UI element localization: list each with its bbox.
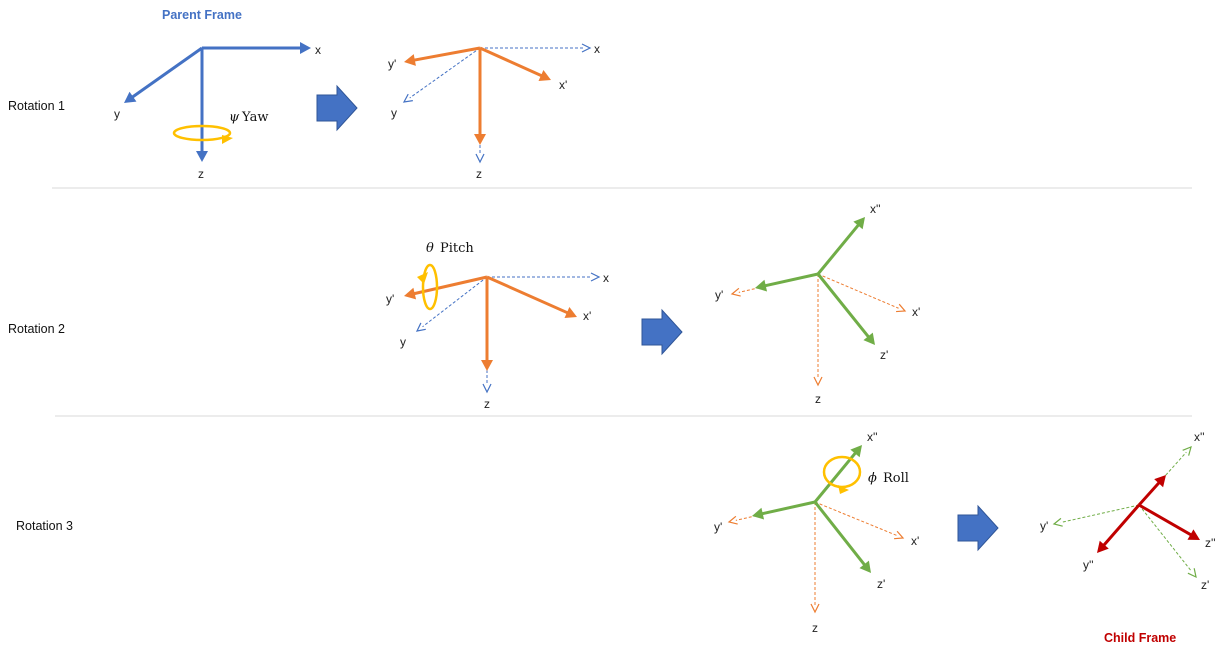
y1-axis-arrow	[755, 272, 819, 292]
axis-label-z: z	[815, 392, 821, 406]
pitch-symbol: θ	[426, 241, 434, 256]
axis-label-x2: x''	[1194, 430, 1205, 444]
y1-axis-arrow	[404, 275, 488, 300]
axis-label-y1: y'	[714, 520, 722, 534]
roll-rotation-arrowhead-icon	[838, 485, 849, 494]
x1-axis-arrow	[479, 46, 551, 81]
rotation-3-label: Rotation 3	[16, 519, 73, 533]
z-axis-arrow	[810, 502, 820, 614]
axis-label-x2: x''	[870, 202, 881, 216]
child-frame-label: Child Frame	[1104, 631, 1176, 645]
axis-label-y: y	[400, 335, 406, 349]
z1-axis-arrow	[481, 277, 493, 371]
transition-arrow-icon	[316, 84, 358, 132]
y1-axis-arrow	[752, 500, 816, 520]
rotation-markers-layer	[172, 84, 999, 552]
axis-label-x1: x'	[583, 309, 591, 323]
axis-label-z: z	[198, 167, 204, 181]
yaw-rotation-arrowhead-icon	[222, 135, 233, 144]
axis-label-x1: x'	[912, 305, 920, 319]
axis-label-x: x	[603, 271, 609, 285]
z-axis-arrow	[813, 274, 823, 387]
axis-label-x: x	[315, 43, 321, 57]
rotation-2-label: Rotation 2	[8, 322, 65, 336]
roll-label: Roll	[883, 471, 909, 486]
axis-label-z: z	[812, 621, 818, 635]
x1-axis-arrow	[817, 273, 907, 313]
yaw-label: Yaw	[241, 110, 268, 125]
x1-axis-arrow	[486, 275, 577, 319]
axis-label-y1: y'	[388, 57, 396, 71]
axis-label-x1: x'	[559, 78, 567, 92]
z1-axis-arrow	[813, 501, 871, 573]
axis-label-z: z	[484, 397, 490, 411]
transition-arrow-icon	[957, 504, 999, 552]
z-axis-arrow	[474, 48, 486, 145]
x3-axis-arrow	[1137, 475, 1166, 507]
axis-label-z1: z'	[880, 348, 888, 362]
z1-axis-arrow	[816, 273, 875, 345]
axis-label-z2: z''	[1205, 536, 1216, 550]
y-axis-arrow	[415, 276, 488, 332]
y1-axis-arrow	[1052, 504, 1140, 527]
y-axis-arrow	[124, 46, 203, 103]
yaw-symbol: ψ	[229, 110, 240, 125]
x2-axis-arrow	[816, 217, 865, 275]
z-axis-arrow	[482, 365, 492, 394]
axis-arrows-layer	[124, 42, 1200, 614]
axis-label-x: x	[594, 42, 600, 56]
axis-label-z1: z'	[1201, 578, 1209, 592]
y2-axis-arrow	[1097, 504, 1141, 553]
x-axis-arrow	[480, 43, 592, 53]
pitch-rotation-arrowhead-icon	[417, 272, 428, 284]
axis-label-x2: x''	[867, 430, 878, 444]
x2-axis-arrow	[813, 445, 862, 503]
axis-label-x1: x'	[911, 534, 919, 548]
rotation-1-label: Rotation 1	[8, 99, 65, 113]
roll-symbol: ϕ	[868, 471, 877, 486]
parent-frame-label: Parent Frame	[162, 8, 242, 22]
pitch-rotation-icon	[421, 263, 439, 311]
yaw-rotation-icon	[172, 124, 232, 142]
z1-axis-arrow	[1138, 504, 1197, 579]
x-axis-arrow	[487, 272, 601, 282]
x-axis-arrow	[202, 42, 311, 54]
axis-label-z1: z'	[877, 577, 885, 591]
axis-label-y: y	[391, 106, 397, 120]
axis-label-z: z	[476, 167, 482, 181]
y1-axis-arrow	[404, 46, 481, 66]
z2-axis-arrow	[1138, 503, 1200, 540]
roll-rotation-icon	[822, 455, 862, 489]
pitch-label: Pitch	[440, 241, 474, 256]
x1-axis-arrow	[814, 501, 905, 540]
axis-label-y1: y'	[1040, 519, 1048, 533]
axis-label-y1: y'	[715, 288, 723, 302]
transition-arrow-icon	[641, 308, 683, 356]
axis-label-y1: y'	[386, 292, 394, 306]
y-axis-arrow	[402, 47, 481, 103]
axis-label-y: y	[114, 107, 120, 121]
z-axis-arrow	[196, 48, 208, 162]
axis-label-y2: y''	[1083, 558, 1094, 572]
